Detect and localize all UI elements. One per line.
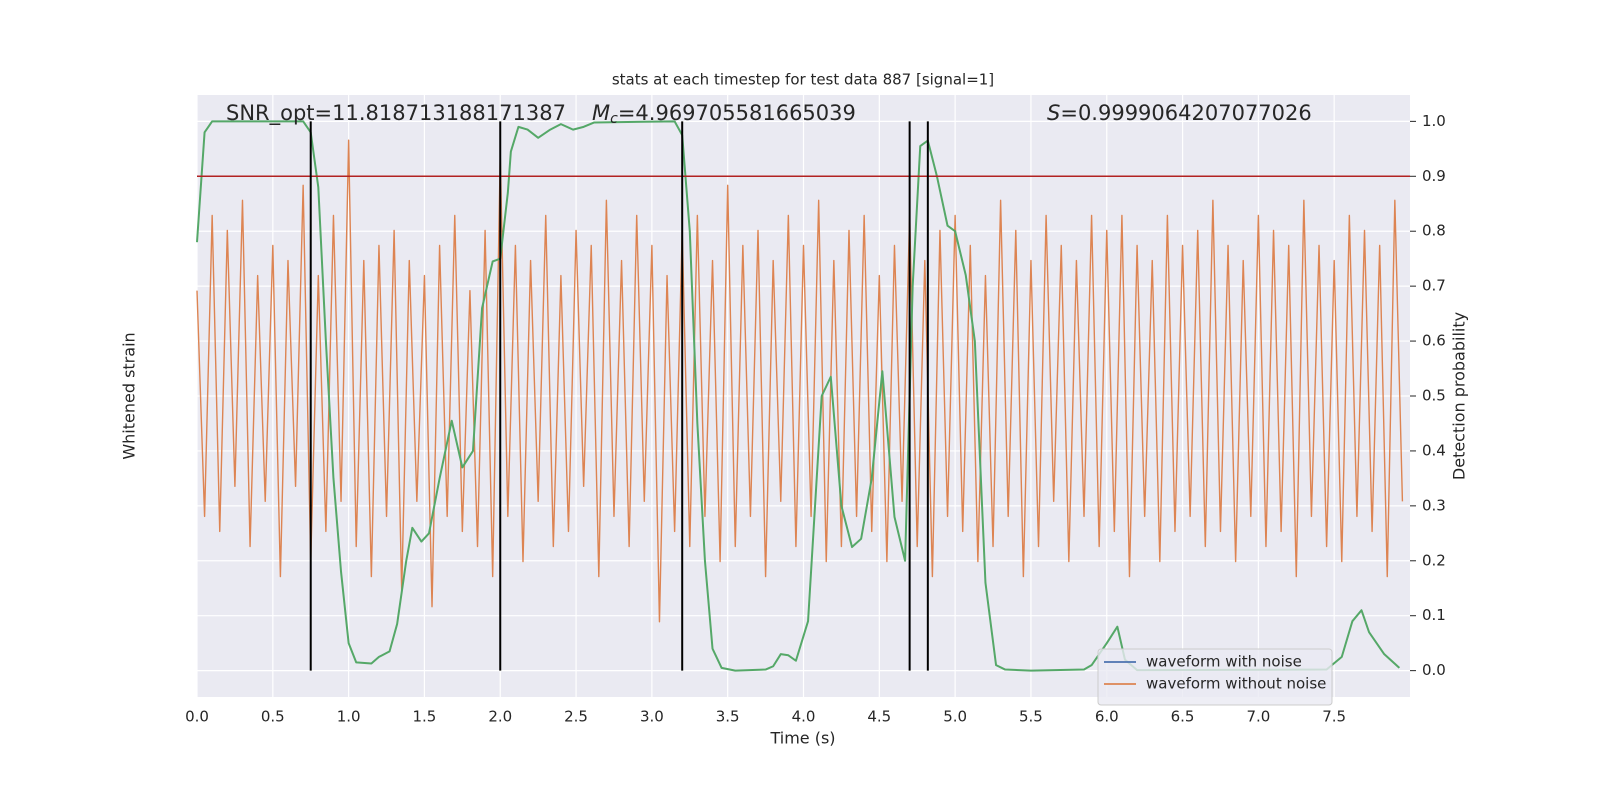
x-tick-label: 4.5 bbox=[867, 708, 891, 726]
x-tick-label: 7.5 bbox=[1322, 708, 1346, 726]
annotation: SNR_opt=11.818713188171387 bbox=[226, 101, 566, 126]
annotation-text: =4.969705581665039 bbox=[618, 101, 856, 125]
x-tick-label: 3.0 bbox=[640, 708, 664, 726]
series-line bbox=[196, 120, 1401, 672]
y2-tick-label: 0.4 bbox=[1422, 441, 1446, 459]
y2-tick-label: 1.0 bbox=[1422, 112, 1446, 130]
x-tick-label: 7.0 bbox=[1246, 708, 1270, 726]
y2-tick-label: 0.6 bbox=[1422, 332, 1446, 350]
x-tick-label: 3.5 bbox=[716, 708, 740, 726]
y2-tick-label: 0.2 bbox=[1422, 551, 1446, 569]
y2-tick-label: 0.5 bbox=[1422, 387, 1446, 405]
y2-axis-label: Detection probability bbox=[1450, 312, 1469, 480]
x-tick-label: 6.0 bbox=[1095, 708, 1119, 726]
series-line bbox=[196, 139, 1404, 623]
y-axis-label: Whitened strain bbox=[120, 332, 139, 459]
x-tick-label: 6.5 bbox=[1171, 708, 1195, 726]
x-tick-label: 1.0 bbox=[337, 708, 361, 726]
x-tick-label: 4.0 bbox=[792, 708, 816, 726]
y2-tick-label: 0.7 bbox=[1422, 277, 1446, 295]
x-tick-label: 5.0 bbox=[943, 708, 967, 726]
annotation-symbol: S bbox=[1047, 101, 1060, 125]
x-tick-label: 2.5 bbox=[564, 708, 588, 726]
legend-label: waveform with noise bbox=[1146, 653, 1302, 671]
y2-tick-label: 0.0 bbox=[1422, 661, 1446, 679]
annotation-subscript: c bbox=[610, 111, 618, 127]
legend-box bbox=[1097, 648, 1333, 706]
annotation: Mc=4.969705581665039 bbox=[592, 101, 856, 127]
x-tick-label: 2.0 bbox=[488, 708, 512, 726]
y2-tick-label: 0.3 bbox=[1422, 496, 1446, 514]
x-tick-label: 0.5 bbox=[261, 708, 285, 726]
annotation-text: =0.9999064207077026 bbox=[1060, 101, 1311, 125]
chart-title: stats at each timestep for test data 887… bbox=[612, 71, 994, 89]
y2-tick-label: 0.1 bbox=[1422, 606, 1446, 624]
x-axis-label: Time (s) bbox=[769, 729, 835, 748]
x-tick-label: 0.0 bbox=[185, 708, 209, 726]
legend-label: waveform without noise bbox=[1146, 675, 1326, 693]
annotation-symbol: M bbox=[592, 101, 610, 125]
x-tick-label: 5.5 bbox=[1019, 708, 1043, 726]
annotation: S=0.9999064207077026 bbox=[1047, 101, 1312, 125]
y2-tick-label: 0.9 bbox=[1422, 167, 1446, 185]
x-tick-label: 1.5 bbox=[413, 708, 437, 726]
y2-tick-label: 0.8 bbox=[1422, 222, 1446, 240]
